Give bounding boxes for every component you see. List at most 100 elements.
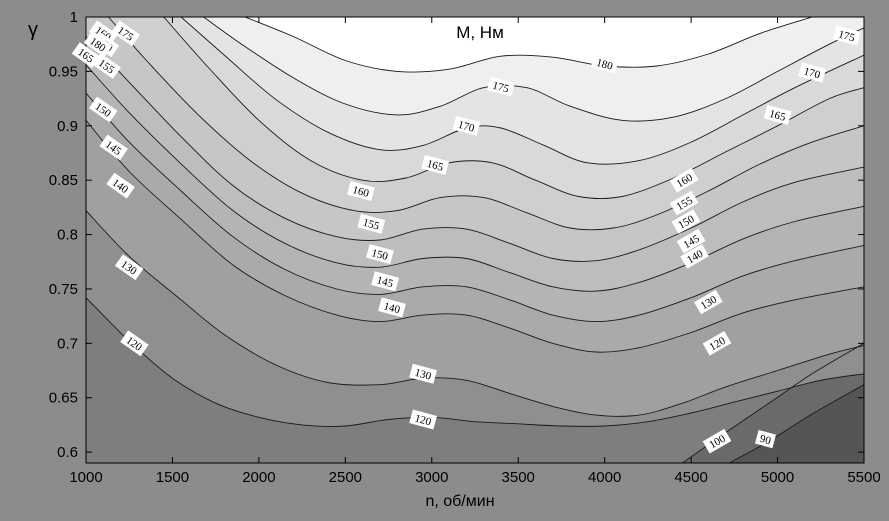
plot-frame (85, 16, 865, 464)
contour-label-text: 155 (362, 217, 382, 233)
contour-label-box (92, 53, 121, 79)
chart-title: M, Нм (456, 23, 504, 42)
contour-line-90 (728, 384, 864, 463)
contour-label-text: 145 (375, 274, 395, 290)
x-axis-title: n, об/мин (425, 493, 494, 510)
contour-label: 145 (371, 271, 399, 292)
contour-label-box (83, 31, 113, 58)
contour-label-box (487, 76, 515, 97)
contour-label-box (702, 428, 732, 454)
y-tick-label: 0.7 (57, 335, 78, 352)
contour-label: 160 (347, 181, 375, 201)
contour-label-text: 120 (413, 413, 433, 429)
contour-label-text: 160 (351, 184, 371, 200)
contour-label-text: 90 (758, 433, 772, 448)
contour-line-145 (86, 92, 864, 323)
contour-label: 165 (421, 154, 450, 175)
contour-label-box (421, 154, 450, 175)
contour-label-box (671, 209, 701, 234)
x-tick-label: 1500 (156, 469, 189, 486)
contour-line-160 (108, 17, 864, 231)
contour-label-text: 140 (382, 300, 402, 316)
y-tick-label: 0.9 (57, 118, 78, 135)
y-tick-label: 0.6 (57, 444, 78, 461)
contour-line-140 (86, 120, 864, 353)
contour-label-box (409, 363, 437, 384)
y-tick-label: 1 (70, 9, 78, 26)
y-tick-label: 0.95 (49, 63, 78, 80)
contour-label-box (798, 62, 826, 83)
contour-label-text: 170 (802, 66, 822, 82)
y-tick-label: 0.8 (57, 227, 78, 244)
y-tick-label: 0.65 (49, 390, 78, 407)
contour-line-170 (180, 17, 864, 165)
y-tick-label: 0.75 (49, 281, 78, 298)
contour-label-box (694, 289, 723, 315)
contour-label: 165 (763, 104, 792, 125)
contour-label-text: 170 (457, 119, 477, 135)
contour-label-box (590, 53, 619, 74)
contour-label-box (371, 271, 399, 292)
contour-label-box (89, 96, 118, 123)
contour-label-box (676, 228, 706, 254)
x-tick-label: 4500 (674, 469, 707, 486)
contour-label-box (452, 115, 481, 136)
contour-line-130 (86, 210, 864, 417)
contour-label-text: 180 (595, 57, 615, 73)
contour-label-box (357, 213, 386, 234)
contour-line-175 (203, 17, 864, 122)
contour-label-box (680, 243, 709, 269)
contour-label: 140 (378, 297, 406, 318)
x-tick-label: 2000 (242, 469, 275, 486)
contour-line-120 (86, 297, 864, 427)
y-axis-title: γ (28, 19, 38, 41)
contour-label-box (114, 254, 144, 281)
contour-label-box (832, 25, 861, 46)
contour-line-150 (86, 64, 864, 292)
contour-label-box (366, 244, 394, 265)
contour-label-text: 150 (370, 247, 390, 263)
contour-label: 170 (798, 62, 826, 83)
contour-label: 170 (452, 115, 481, 136)
contour-line-155 (86, 36, 864, 262)
y-tick-label: 0.85 (49, 172, 78, 189)
contour-label-box (99, 134, 128, 161)
contour-label-box (669, 190, 699, 216)
contour-label-box (378, 297, 406, 318)
contour-fills (86, 17, 864, 463)
contour-label-text: 165 (425, 158, 445, 174)
x-tick-label: 3500 (502, 469, 535, 486)
contour-label: 120 (409, 409, 437, 430)
x-tick-label: 4000 (588, 469, 621, 486)
contour-line-180 (244, 17, 813, 73)
contour-label-box (120, 330, 149, 357)
x-tick-label: 1000 (69, 469, 102, 486)
contour-label-text: 130 (413, 367, 433, 383)
contour-label: 130 (409, 363, 437, 384)
contour-label-box (347, 181, 375, 201)
contour-label: 175 (487, 76, 515, 97)
contour-label-box (106, 172, 135, 199)
contour-label-box (763, 104, 792, 125)
contour-label: 150 (366, 244, 394, 265)
contour-label-box (111, 20, 141, 47)
contour-label: 90 (754, 430, 777, 449)
contour-label-text: 175 (837, 29, 857, 45)
contour-label: 180 (590, 53, 619, 74)
x-tick-label: 2500 (329, 469, 362, 486)
x-tick-label: 5000 (761, 469, 794, 486)
contour-label-box (669, 167, 699, 193)
contour-label-box (71, 42, 101, 69)
contour-label-box (754, 430, 777, 449)
contour-lines (86, 17, 864, 463)
contour-line-165 (163, 17, 864, 200)
x-tick-label: 3000 (415, 469, 448, 486)
axis-ticks: 1000 1500 2000 2500 3000 3500 4000 4500 5000 5500… (49, 9, 881, 486)
x-tick-label: 5500 (847, 469, 880, 486)
contour-fill-180 (86, 17, 813, 73)
contour-label-text: 175 (491, 80, 511, 96)
contour-label-box (702, 330, 732, 356)
contour-label: 155 (357, 213, 386, 234)
